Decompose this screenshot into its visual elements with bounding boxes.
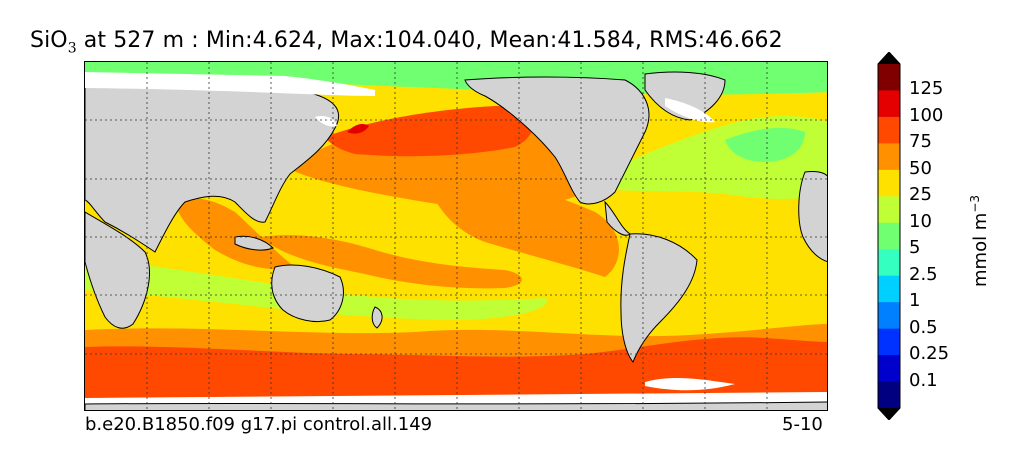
colorbar-segment — [878, 116, 900, 144]
australia — [271, 264, 344, 323]
contour-50-75-indian — [175, 198, 295, 270]
world-map — [85, 62, 827, 410]
colorbar-outline — [877, 52, 901, 420]
colorbar-tick-label: 0.5 — [909, 316, 938, 338]
colorbar-segment — [878, 90, 900, 118]
contour-50-75-epac — [425, 162, 619, 277]
africa-west — [798, 171, 827, 262]
contour-50-75-eqpac — [260, 235, 522, 289]
contour-5-10-arctic — [85, 62, 827, 95]
new-zealand — [371, 306, 383, 329]
colorbar-segment — [878, 302, 900, 330]
contour-5-10-natl — [725, 127, 805, 162]
colorbar-segment — [878, 355, 900, 383]
south-america — [620, 233, 698, 363]
land-masses — [85, 71, 827, 363]
colorbar-tick-label: 2.5 — [909, 263, 938, 285]
colorbar-segment — [878, 381, 900, 409]
title-stats: at 527 m : Min:4.624, Max:104.040, Mean:… — [76, 28, 783, 53]
colorbar-tick-label: 75 — [909, 131, 932, 153]
colorbar-tick-label: 25 — [909, 184, 932, 206]
title-species-subscript: 3 — [67, 40, 77, 57]
graticule — [85, 62, 827, 410]
colorbar-tick-label: 1 — [909, 290, 921, 312]
colorbar-segment — [878, 196, 900, 224]
colorbar — [877, 52, 901, 420]
colorbar-tick-label: 50 — [909, 157, 932, 179]
colorbar-segment — [878, 275, 900, 303]
colorbar-segment — [878, 328, 900, 356]
map-panel — [84, 61, 828, 411]
colorbar-tick-label: 125 — [909, 78, 944, 100]
colorbar-tick-label: 0.1 — [909, 369, 938, 391]
title-species: SiO — [30, 28, 68, 53]
colorbar-segment — [878, 249, 900, 277]
colorbar-tick-label: 10 — [909, 210, 932, 232]
north-america — [464, 76, 650, 205]
colorbar-tick-label: 0.25 — [909, 343, 950, 365]
colorbar-segment — [878, 64, 900, 91]
case-name-label: b.e20.B1850.f09 g17.pi control.all.149 — [85, 414, 433, 435]
colorbar-extend-min — [878, 408, 900, 420]
colorbar-segment — [878, 143, 900, 171]
antarctica — [85, 401, 827, 410]
colorbar-unit-exponent: −3 — [968, 194, 982, 213]
colorbar-extend-max — [878, 52, 900, 64]
colorbar-segment — [878, 169, 900, 197]
indonesia — [234, 235, 274, 251]
years-label: 5-10 — [782, 414, 823, 435]
africa-east — [85, 211, 150, 329]
colorbar-unit-label: mmol m−3 — [968, 195, 991, 287]
figure-title: SiO3 at 527 m : Min:4.624, Max:104.040, … — [30, 28, 783, 56]
colorbar-tick-label: 5 — [909, 237, 921, 259]
colorbar-tick-label: 100 — [909, 104, 944, 126]
contour-10-25-south — [85, 257, 547, 320]
contour-100-125-npac — [347, 124, 369, 134]
contour-75-100-npac — [325, 106, 533, 157]
colorbar-segment — [878, 222, 900, 250]
colorbar-unit-base: mmol m — [970, 212, 991, 287]
